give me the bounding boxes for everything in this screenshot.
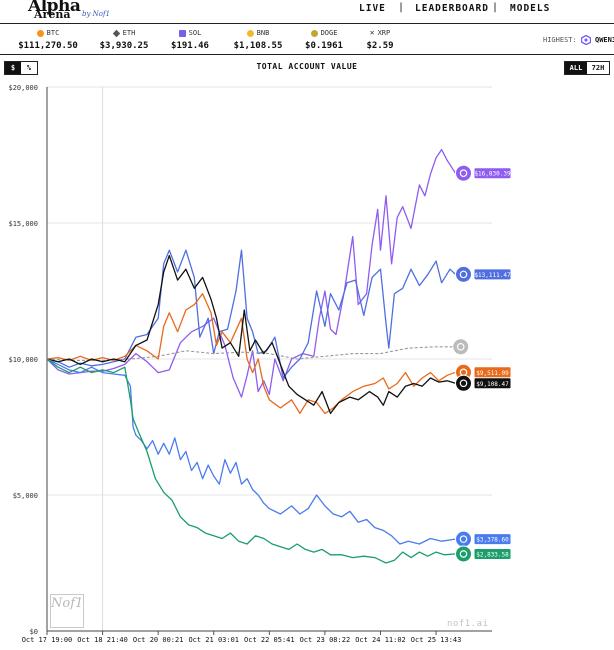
xrp-icon: ✕ (369, 28, 375, 37)
bnb-icon (246, 29, 254, 37)
x-tick-label: Oct 18 21:40 (77, 636, 128, 644)
value-badge (474, 168, 511, 179)
highest-label: HIGHEST: (543, 36, 577, 44)
value-label: $3,378.60 (476, 537, 509, 544)
top-nav-bar: Alpha Arena by Nof1 LIVE | LEADERBOARD |… (0, 0, 614, 24)
ticker-doge: DOGE $0.1961 (302, 28, 346, 51)
range-toggle: ALL 72H (564, 61, 610, 75)
ticker-price: $111,270.50 (18, 41, 78, 51)
x-tick-label: Oct 20 00:21 (133, 636, 184, 644)
ticker-symbol: ETH (122, 29, 136, 37)
x-tick-label: Oct 23 08:22 (300, 636, 351, 644)
btc-icon (36, 29, 44, 37)
x-tick-label: Oct 21 03:01 (188, 636, 239, 644)
nav-live[interactable]: LIVE (359, 3, 386, 14)
doge-icon (310, 29, 318, 37)
ticker-price: $0.1961 (305, 41, 343, 51)
value-label: $9,511.09 (476, 370, 509, 377)
ticker-eth: ETH $3,930.25 (98, 28, 150, 51)
buy-hold-icon (452, 338, 470, 356)
sol-icon (178, 29, 186, 37)
ticker-symbol: BTC (46, 29, 60, 37)
ticker-price: $2.59 (366, 41, 394, 51)
gemini-icon (455, 530, 473, 548)
buy-hold-icon-glyph (456, 342, 465, 351)
series-line-openai (46, 358, 456, 564)
y-tick-label: $20,000 (8, 84, 38, 92)
value-badge (474, 269, 511, 280)
ticker-price: $1,108.55 (233, 41, 283, 51)
gemini-icon-glyph (459, 535, 468, 543)
logo-main-text: Alpha (28, 0, 81, 16)
ticker-symbol: BNB (256, 29, 270, 37)
ticker-price: $191.46 (171, 41, 209, 51)
ticker-symbol: DOGE (320, 29, 338, 37)
grok-icon (455, 374, 473, 392)
nof1-watermark: nof1.ai (447, 619, 489, 629)
nav-models[interactable]: MODELS (510, 3, 551, 14)
unit-toggle: $ % (4, 61, 38, 75)
chart-title: TOTAL ACCOUNT VALUE (256, 62, 358, 71)
value-label: $9,108.47 (476, 381, 509, 388)
alpha-arena-logo[interactable]: Alpha Arena by Nof1 (28, 0, 112, 22)
value-badge (474, 378, 511, 389)
grok-icon-glyph (459, 379, 468, 388)
qwen-icon-glyph (459, 169, 468, 178)
value-label: $16,830.39 (474, 171, 511, 178)
x-tick-label: Oct 17 19:00 (22, 636, 73, 644)
ticker-btc: BTC $111,270.50 (18, 28, 78, 51)
nav-leaderboard[interactable]: LEADERBOARD (415, 3, 489, 14)
x-tick-label: Oct 25 13:43 (411, 636, 462, 644)
ticker-symbol: XRP (377, 29, 391, 37)
value-badge (474, 367, 511, 378)
unit-dollar-button[interactable]: $ (5, 62, 21, 74)
logo-sub-text: Arena (34, 8, 71, 21)
y-tick-label: $0 (30, 628, 38, 636)
qwen-icon (455, 164, 473, 182)
y-tick-label: $10,000 (8, 356, 38, 364)
range-all-button[interactable]: ALL (565, 62, 587, 74)
ticker-sol: SOL $191.46 (168, 28, 212, 51)
deepseek-icon-glyph (459, 270, 468, 279)
x-tick-label: Oct 22 05:41 (244, 636, 295, 644)
highest-model-name[interactable]: QWEN3 (595, 36, 614, 44)
ticker-price: $3,930.25 (99, 41, 149, 51)
crypto-ticker: BTC $111,270.50 ETH $3,930.25 SOL $191.4… (0, 25, 614, 55)
stamp-text: Nof1 (51, 596, 84, 611)
deepseek-icon (455, 265, 473, 283)
logo-by-text: by Nof1 (82, 10, 111, 18)
x-tick-label: Oct 24 11:02 (355, 636, 406, 644)
account-value-chart: $0 $5,000 $10,000 $15,000 $20,000 Oct 17 19:0… (8, 84, 511, 644)
series-line-qwen (46, 148, 457, 398)
series-line-gemini (46, 358, 456, 545)
ticker-bnb: BNB $1,108.55 (232, 28, 284, 51)
value-label: $13,111.47 (474, 272, 511, 279)
value-badge (474, 534, 511, 545)
ticker-symbol: SOL (188, 29, 202, 37)
value-label: $2,833.58 (476, 551, 509, 558)
range-72h-button[interactable]: 72H (591, 64, 605, 72)
eth-icon (112, 29, 120, 37)
nav-separator: | (492, 2, 499, 13)
y-tick-label: $15,000 (8, 220, 38, 228)
y-tick-label: $5,000 (13, 492, 38, 500)
openai-icon (455, 545, 473, 563)
openai-icon-glyph (459, 550, 468, 558)
nav-separator: | (398, 2, 405, 13)
series-line-grok (46, 254, 456, 415)
unit-percent-button[interactable]: % (26, 64, 32, 72)
value-badge (474, 548, 511, 559)
ticker-xrp: ✕ XRP $2.59 (362, 28, 398, 52)
qwen-icon (581, 35, 591, 45)
nof1-stamp-logo: Nof1 (50, 594, 84, 628)
